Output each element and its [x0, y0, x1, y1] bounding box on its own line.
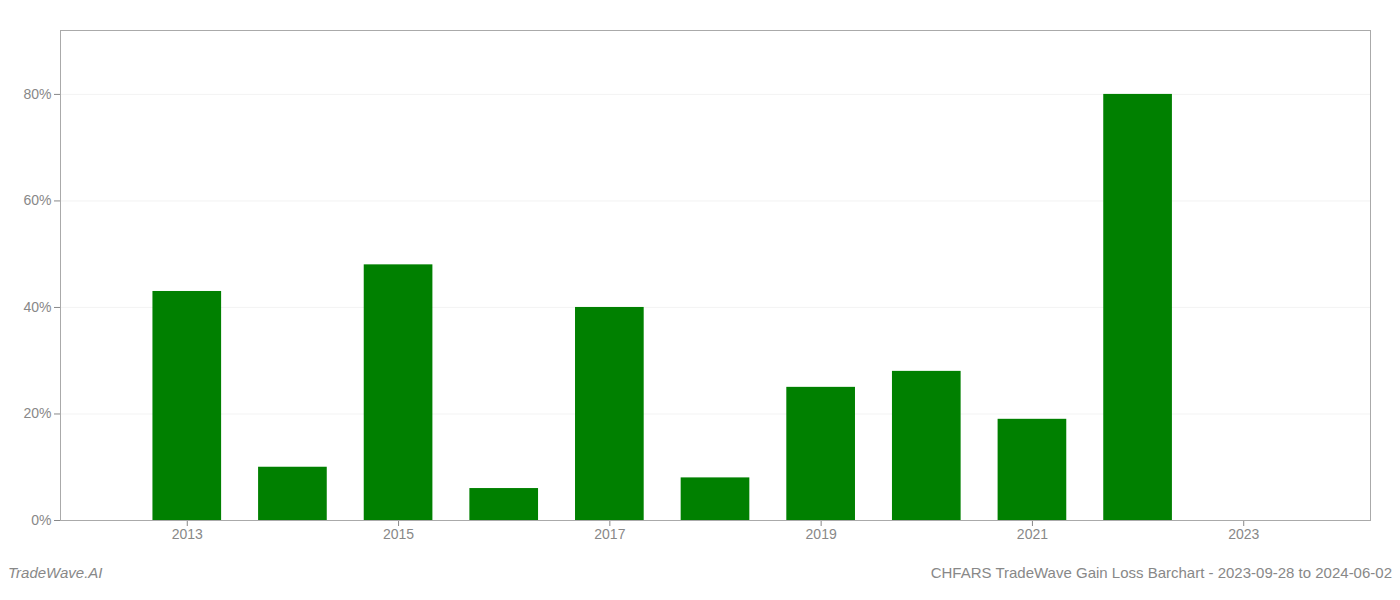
svg-text:2017: 2017: [594, 526, 625, 542]
html-text:CHFARS TradeWave Gain Loss Bar: CHFARS TradeWave Gain Loss Barchart - 20…: [930, 564, 1392, 581]
svg-text:40%: 40%: [23, 299, 51, 315]
svg-text:2021: 2021: [1017, 526, 1048, 542]
svg-text:2023: 2023: [1228, 526, 1259, 542]
svg-text:2015: 2015: [383, 526, 414, 542]
svg-text:20%: 20%: [23, 405, 51, 421]
svg-text:2013: 2013: [172, 526, 203, 542]
svg-text:60%: 60%: [23, 192, 51, 208]
svg-text:0%: 0%: [31, 512, 51, 528]
svg-text:2019: 2019: [806, 526, 837, 542]
svg-text:80%: 80%: [23, 86, 51, 102]
html-text:TradeWave.AI: TradeWave.AI: [8, 564, 103, 581]
